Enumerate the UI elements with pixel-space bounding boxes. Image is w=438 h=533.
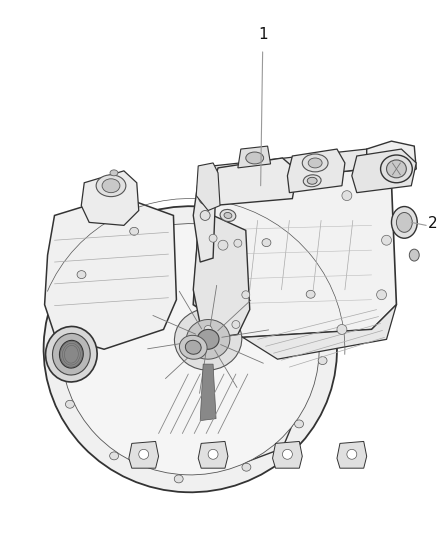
Polygon shape — [213, 158, 297, 206]
Ellipse shape — [262, 239, 271, 247]
Ellipse shape — [218, 240, 228, 250]
Ellipse shape — [232, 320, 240, 328]
Polygon shape — [352, 149, 416, 192]
Ellipse shape — [110, 452, 119, 460]
Ellipse shape — [61, 224, 319, 475]
Ellipse shape — [204, 326, 212, 334]
Ellipse shape — [208, 449, 218, 459]
Ellipse shape — [198, 216, 206, 223]
Ellipse shape — [307, 177, 317, 184]
Ellipse shape — [295, 420, 304, 428]
Polygon shape — [129, 441, 159, 468]
Polygon shape — [243, 305, 396, 359]
Polygon shape — [337, 441, 367, 468]
Ellipse shape — [396, 213, 412, 232]
Ellipse shape — [77, 271, 86, 279]
Ellipse shape — [242, 291, 250, 298]
Ellipse shape — [377, 290, 386, 300]
Ellipse shape — [139, 449, 148, 459]
Text: 1: 1 — [258, 27, 268, 42]
Ellipse shape — [174, 309, 242, 370]
Ellipse shape — [65, 400, 74, 408]
Ellipse shape — [220, 209, 236, 222]
Ellipse shape — [130, 228, 138, 235]
Ellipse shape — [197, 329, 219, 349]
Polygon shape — [193, 215, 250, 340]
Ellipse shape — [53, 334, 90, 375]
Polygon shape — [287, 149, 345, 192]
Ellipse shape — [96, 175, 126, 197]
Ellipse shape — [246, 152, 264, 164]
Ellipse shape — [174, 475, 183, 483]
Ellipse shape — [381, 235, 392, 245]
Polygon shape — [367, 141, 416, 183]
Ellipse shape — [200, 211, 210, 221]
Ellipse shape — [347, 449, 357, 459]
Polygon shape — [81, 171, 139, 225]
Ellipse shape — [302, 154, 328, 172]
Polygon shape — [198, 441, 228, 468]
Ellipse shape — [386, 160, 406, 178]
Ellipse shape — [242, 463, 251, 471]
Polygon shape — [154, 340, 307, 463]
Ellipse shape — [209, 235, 217, 242]
Ellipse shape — [110, 170, 118, 176]
Ellipse shape — [102, 179, 120, 192]
Ellipse shape — [53, 334, 63, 342]
Polygon shape — [193, 174, 216, 262]
Ellipse shape — [303, 175, 321, 187]
Ellipse shape — [283, 449, 293, 459]
Polygon shape — [213, 149, 392, 185]
Ellipse shape — [198, 187, 212, 205]
Ellipse shape — [185, 340, 201, 354]
Polygon shape — [45, 196, 177, 349]
Polygon shape — [200, 364, 216, 421]
Polygon shape — [272, 441, 302, 468]
Ellipse shape — [342, 191, 352, 200]
Polygon shape — [238, 146, 271, 168]
Ellipse shape — [180, 335, 207, 359]
Ellipse shape — [410, 249, 419, 261]
Ellipse shape — [381, 155, 412, 183]
Ellipse shape — [318, 357, 327, 365]
Polygon shape — [196, 163, 220, 211]
Ellipse shape — [60, 341, 83, 368]
Ellipse shape — [224, 213, 232, 219]
Ellipse shape — [234, 239, 242, 247]
Ellipse shape — [308, 158, 322, 168]
Polygon shape — [193, 169, 396, 337]
Text: 2: 2 — [428, 216, 438, 231]
Ellipse shape — [186, 319, 230, 359]
Ellipse shape — [46, 327, 97, 382]
Ellipse shape — [306, 290, 315, 298]
Ellipse shape — [44, 206, 337, 492]
Ellipse shape — [392, 207, 417, 238]
Ellipse shape — [337, 325, 347, 334]
